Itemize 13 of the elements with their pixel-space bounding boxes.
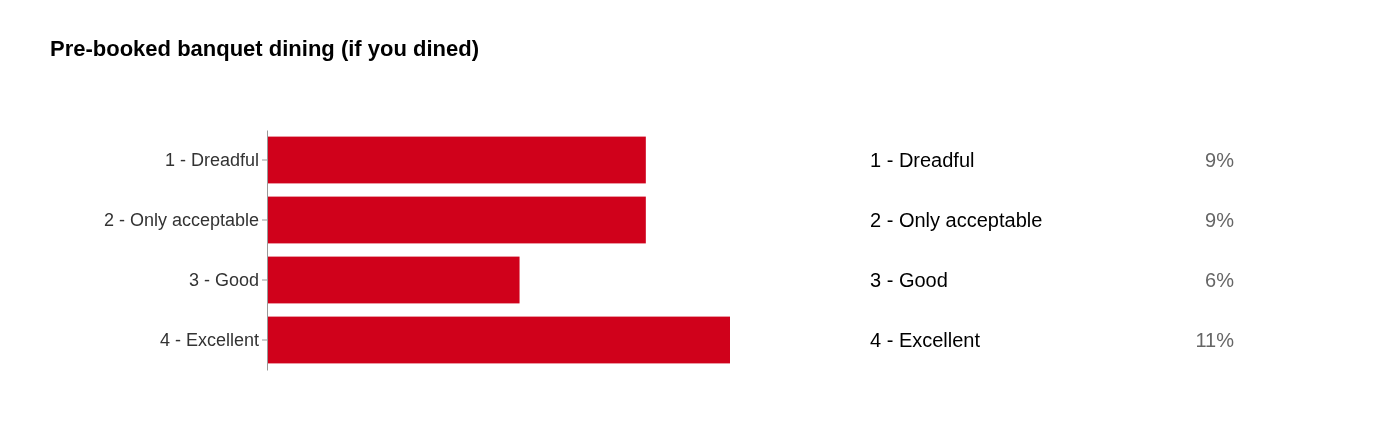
y-tick-label: 3 - Good	[188, 269, 259, 290]
data-label: 11%	[1195, 329, 1235, 351]
data-label: 6%	[1205, 269, 1235, 291]
category-label: 2 - Only acceptable	[870, 209, 1043, 231]
data-label: 9%	[1205, 149, 1235, 171]
category-label: 4 - Excellent	[870, 329, 981, 351]
y-tick-label: 4 - Excellent	[159, 329, 259, 350]
chart-title: Pre-booked banquet dining (if you dined)	[50, 36, 479, 61]
data-label: 9%	[1205, 209, 1235, 231]
category-label: 3 - Good	[870, 269, 948, 291]
y-tick-label: 1 - Dreadful	[164, 149, 259, 170]
category-label: 1 - Dreadful	[870, 149, 975, 171]
y-tick-label: 2 - Only acceptable	[103, 209, 259, 230]
